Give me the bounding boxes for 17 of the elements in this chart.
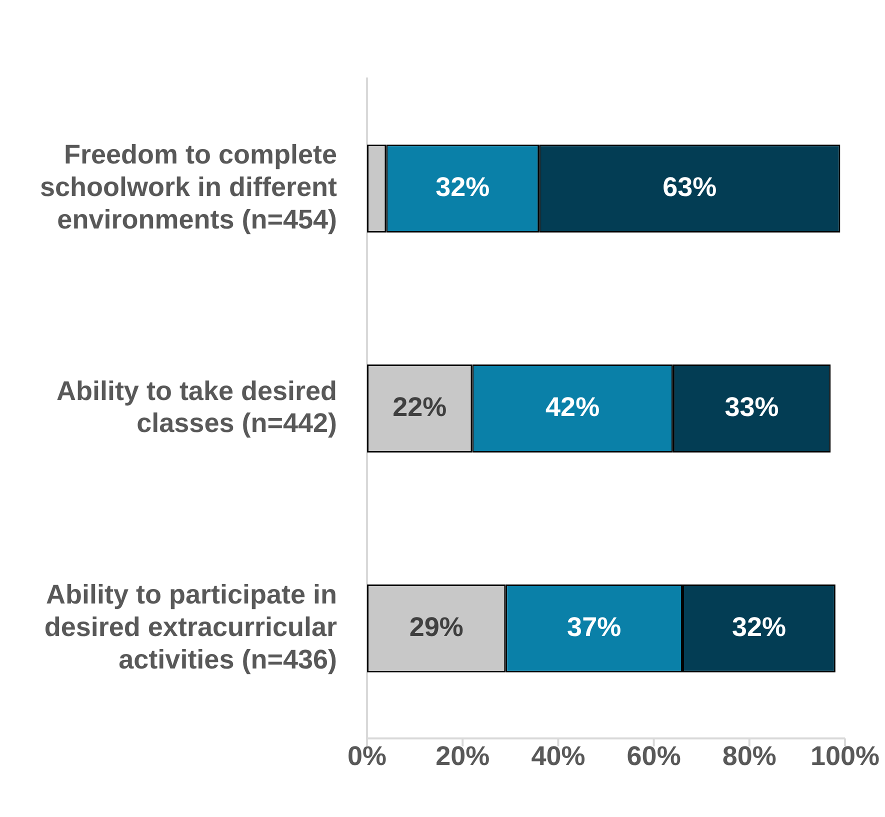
- data-label: 32%: [732, 612, 786, 642]
- data-label: 33%: [724, 392, 779, 422]
- data-label: 22%: [392, 392, 447, 422]
- x-tick-label: 100%: [810, 741, 880, 772]
- x-tick-label: 80%: [722, 741, 776, 772]
- data-label: 32%: [436, 172, 490, 202]
- x-tick-label: 60%: [626, 741, 681, 772]
- data-label: 42%: [546, 392, 600, 422]
- x-tick-label: 40%: [531, 741, 586, 772]
- x-tick-label: 20%: [436, 741, 490, 772]
- data-label: 37%: [567, 612, 622, 642]
- data-label: 63%: [662, 172, 717, 202]
- y-tick-label: Ability to participate in desired extracurricular activities (n=436): [44, 579, 338, 674]
- x-tick-label: 0%: [348, 741, 387, 772]
- y-tick-label: Ability to take desired classes (n=442): [56, 376, 338, 438]
- y-tick-label: Freedom to complete schoolwork in different environments (n=454): [40, 140, 338, 234]
- data-label: 29%: [409, 612, 464, 642]
